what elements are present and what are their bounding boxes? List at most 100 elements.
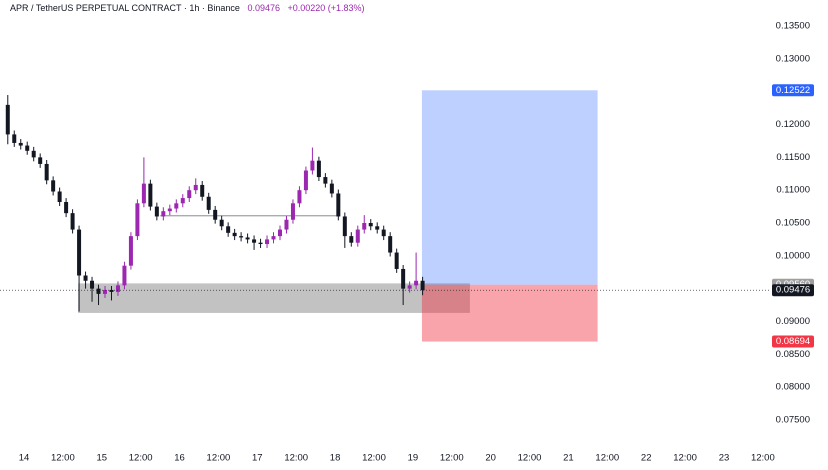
candle-body bbox=[342, 216, 347, 237]
candle-body bbox=[336, 193, 341, 217]
y-tick-label: 0.11000 bbox=[776, 185, 810, 196]
candle-body bbox=[271, 236, 276, 240]
price-label: 0.08694 bbox=[776, 336, 810, 347]
candle-body bbox=[407, 285, 412, 289]
candle-body bbox=[303, 170, 308, 191]
x-tick-label: 14 bbox=[19, 453, 30, 464]
candle-body bbox=[12, 134, 17, 143]
candle-body bbox=[167, 208, 172, 212]
symbol-title: APR / TetherUS PERPETUAL CONTRACT · 1h ·… bbox=[10, 3, 240, 13]
candle-body bbox=[174, 203, 179, 209]
candle-body bbox=[57, 191, 62, 203]
candle-body bbox=[25, 145, 30, 151]
price-label-bg bbox=[772, 84, 814, 97]
x-tick-label: 12:00 bbox=[207, 453, 231, 464]
y-tick-label: 0.13500 bbox=[776, 21, 810, 32]
x-tick-label: 19 bbox=[408, 453, 419, 464]
y-tick-label: 0.08000 bbox=[776, 382, 810, 393]
candle-body bbox=[141, 183, 146, 204]
candle-body bbox=[70, 213, 75, 230]
x-tick-label: 15 bbox=[96, 453, 107, 464]
candle-body bbox=[77, 229, 82, 276]
x-tick-label: 12:00 bbox=[595, 453, 619, 464]
candle-body bbox=[297, 190, 302, 204]
candle-body bbox=[355, 229, 360, 243]
candle-body bbox=[213, 209, 218, 220]
y-tick-label: 0.07500 bbox=[776, 414, 810, 425]
candle-body bbox=[394, 252, 399, 269]
x-tick-label: 12:00 bbox=[440, 453, 464, 464]
candle-body bbox=[154, 206, 159, 217]
y-tick-label: 0.11500 bbox=[776, 152, 810, 163]
x-tick-label: 23 bbox=[719, 453, 730, 464]
price-change: +0.00220 (+1.83%) bbox=[287, 3, 365, 13]
candle-body bbox=[200, 184, 205, 197]
candle-body bbox=[51, 180, 56, 192]
candle-body bbox=[219, 219, 224, 227]
candle-body bbox=[375, 226, 380, 230]
candle-body bbox=[161, 211, 166, 217]
candle-body bbox=[187, 190, 192, 199]
x-tick-label: 22 bbox=[641, 453, 652, 464]
candle-body bbox=[44, 163, 49, 181]
stop-box bbox=[421, 284, 598, 342]
y-tick-label: 0.10000 bbox=[776, 250, 810, 261]
candle-body bbox=[193, 184, 198, 191]
candle-body bbox=[349, 236, 354, 243]
price-label: 0.09476 bbox=[776, 285, 810, 296]
candle-body bbox=[362, 223, 367, 230]
candle-body bbox=[414, 280, 419, 286]
x-tick-label: 18 bbox=[330, 453, 341, 464]
price-label: 0.12522 bbox=[776, 85, 810, 96]
candle-body bbox=[245, 237, 250, 240]
candle-body bbox=[206, 196, 211, 210]
x-tick-label: 12:00 bbox=[751, 453, 775, 464]
x-tick-label: 12:00 bbox=[518, 453, 542, 464]
candle-body bbox=[122, 265, 127, 286]
candle-body bbox=[316, 160, 321, 178]
price-label-bg bbox=[772, 335, 814, 348]
candle-body bbox=[401, 268, 406, 289]
x-tick-label: 17 bbox=[252, 453, 263, 464]
x-tick-label: 12:00 bbox=[51, 453, 75, 464]
x-tick-label: 12:00 bbox=[284, 453, 308, 464]
target-box bbox=[421, 90, 598, 285]
candle-body bbox=[278, 229, 282, 237]
candle-body bbox=[5, 104, 10, 135]
candle-body bbox=[96, 288, 101, 294]
x-tick-label: 21 bbox=[563, 453, 574, 464]
price-label-bg bbox=[772, 284, 814, 297]
candle-body bbox=[64, 202, 69, 214]
last-price: 0.09476 bbox=[247, 3, 280, 13]
candle-body bbox=[239, 236, 244, 238]
y-tick-label: 0.13000 bbox=[776, 53, 810, 64]
x-tick-label: 12:00 bbox=[673, 453, 697, 464]
candle-body bbox=[90, 280, 95, 289]
candle-body bbox=[284, 219, 289, 230]
candle-body bbox=[180, 198, 185, 204]
candle-body bbox=[265, 239, 270, 245]
candle-body bbox=[226, 226, 231, 233]
candle-body bbox=[329, 183, 334, 194]
candle-body bbox=[18, 142, 23, 146]
candle-body bbox=[381, 229, 386, 237]
candle-body bbox=[232, 232, 237, 237]
y-tick-label: 0.09000 bbox=[776, 316, 810, 327]
candle-body bbox=[109, 289, 114, 292]
y-tick-label: 0.10500 bbox=[776, 218, 810, 229]
candle-body bbox=[103, 289, 107, 294]
chart-header: APR / TetherUS PERPETUAL CONTRACT · 1h ·… bbox=[10, 3, 370, 13]
candle-body bbox=[148, 183, 153, 207]
candle-body bbox=[368, 223, 373, 227]
candle-body bbox=[290, 203, 295, 220]
x-tick-label: 12:00 bbox=[362, 453, 386, 464]
candle-body bbox=[83, 275, 88, 281]
candle-body bbox=[115, 285, 120, 292]
x-tick-label: 12:00 bbox=[129, 453, 153, 464]
x-tick-label: 20 bbox=[485, 453, 496, 464]
candle-body bbox=[128, 236, 133, 266]
y-tick-label: 0.08500 bbox=[776, 349, 810, 360]
y-tick-label: 0.12000 bbox=[776, 119, 810, 130]
